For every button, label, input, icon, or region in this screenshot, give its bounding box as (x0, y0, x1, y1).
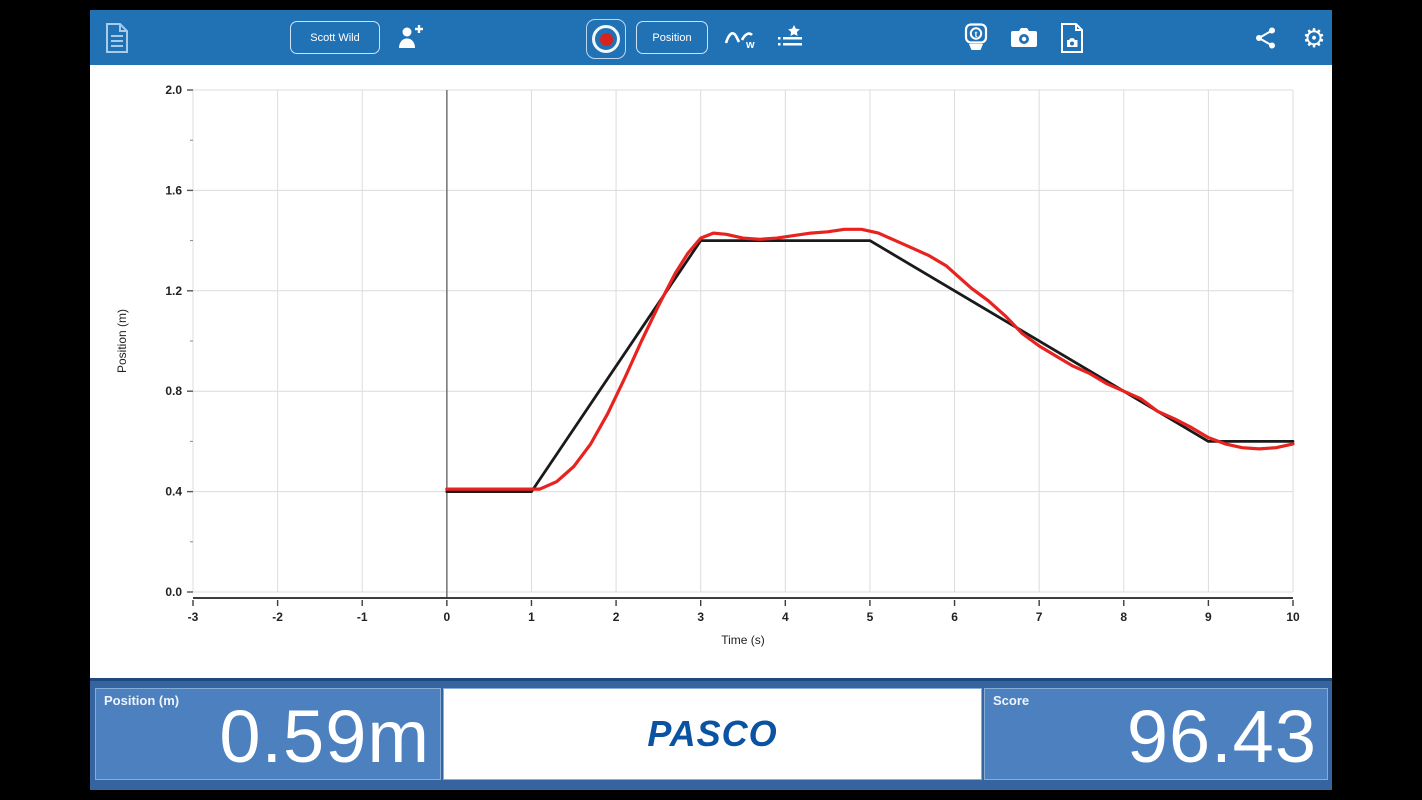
position-digits-display[interactable]: Position (m) 0.59m (95, 688, 441, 780)
record-ring (592, 25, 620, 53)
svg-text:8: 8 (1120, 610, 1127, 624)
svg-text:-1: -1 (357, 610, 368, 624)
add-user-button[interactable] (396, 24, 424, 50)
top-toolbar: Scott Wild Position w (90, 10, 1332, 65)
svg-text:2.0: 2.0 (165, 83, 182, 97)
svg-text:-2: -2 (272, 610, 283, 624)
svg-text:1: 1 (528, 610, 535, 624)
share-button[interactable] (1254, 26, 1278, 50)
svg-text:w: w (745, 39, 755, 51)
svg-text:10: 10 (1286, 610, 1300, 624)
svg-text:0: 0 (444, 610, 451, 624)
score-digits-display[interactable]: Score 96.43 (984, 688, 1328, 780)
journal-icon (106, 22, 128, 53)
scoring-list-icon (778, 25, 802, 46)
record-dot-icon (599, 32, 613, 46)
measurement-select-button[interactable]: Position (636, 21, 708, 54)
svg-text:7: 7 (1036, 610, 1043, 624)
user-name-button[interactable]: Scott Wild (290, 21, 380, 54)
settings-button[interactable]: ⚙ (1300, 24, 1328, 52)
add-user-icon (399, 25, 423, 48)
svg-text:2: 2 (613, 610, 620, 624)
sensor-button[interactable]: t (962, 23, 990, 53)
chart-svg: 0.0 0.4 0.8 1.2 1.6 2.0 -3 -2 -1 0 1 2 3 4 5 6 7 8 9 10 Posi… (115, 83, 1300, 647)
svg-text:1.2: 1.2 (165, 284, 182, 298)
match-graph-button[interactable]: w (724, 26, 760, 52)
svg-text:Time (s): Time (s) (721, 633, 765, 647)
settings-gear-icon: ⚙ (1302, 23, 1326, 53)
svg-text:9: 9 (1205, 610, 1212, 624)
position-display-label: Position (m) (104, 693, 180, 708)
svg-text:Position (m): Position (m) (115, 309, 129, 373)
position-display-value: 0.59m (219, 695, 430, 778)
journal-button[interactable] (104, 22, 130, 53)
scoring-options-button[interactable] (774, 24, 806, 52)
camera-icon (1011, 28, 1037, 47)
record-button[interactable] (586, 19, 626, 59)
camera-button[interactable] (1010, 27, 1038, 49)
app-window: Scott Wild Position w (90, 10, 1332, 790)
score-display-label: Score (993, 693, 1030, 708)
svg-text:3: 3 (697, 610, 704, 624)
match-graph-icon: w (724, 32, 755, 51)
sensor-icon: t (964, 23, 988, 50)
svg-text:-3: -3 (188, 610, 199, 624)
bottom-bar: Position (m) 0.59m PASCO Score 96.43 (90, 678, 1332, 790)
svg-text:0.0: 0.0 (165, 585, 182, 599)
svg-text:1.6: 1.6 (165, 183, 182, 197)
brand-panel: PASCO (443, 688, 982, 780)
score-display-value: 96.43 (1126, 695, 1317, 778)
svg-text:5: 5 (867, 610, 874, 624)
pasco-logo: PASCO (647, 713, 778, 754)
journal-snapshot-icon (1061, 23, 1083, 53)
svg-text:6: 6 (951, 610, 958, 624)
share-icon (1256, 27, 1275, 49)
svg-text:0.8: 0.8 (165, 384, 182, 398)
svg-text:4: 4 (782, 610, 789, 624)
journal-snapshot-button[interactable] (1060, 23, 1084, 53)
svg-text:t: t (975, 29, 978, 39)
svg-text:0.4: 0.4 (165, 485, 182, 499)
chart-area[interactable]: 0.0 0.4 0.8 1.2 1.6 2.0 -3 -2 -1 0 1 2 3 4 5 6 7 8 9 10 Posi… (90, 65, 1332, 678)
